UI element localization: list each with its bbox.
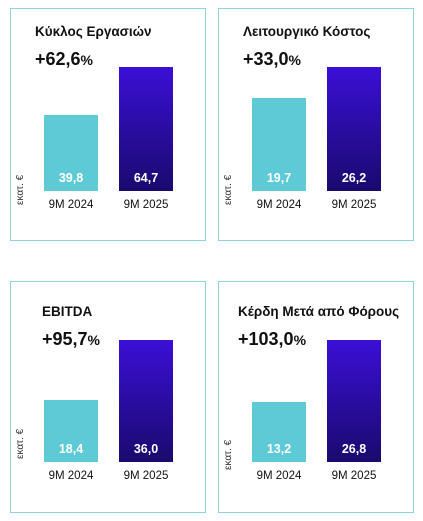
change-value: +103,0	[238, 329, 294, 349]
change-percentage: +62,6%	[35, 49, 93, 70]
bar-value-label: 39,8	[58, 171, 84, 185]
bar-value-label: 18,4	[58, 442, 84, 456]
bar-9m-2024: 39,8	[44, 115, 98, 191]
bar-value-label: 64,7	[133, 171, 159, 185]
bar-value-label: 19,7	[266, 171, 292, 185]
change-unit: %	[87, 332, 100, 348]
category-label: 9M 2025	[123, 470, 169, 482]
chart-panel-operating-cost: Λειτουργικό Κόστος +33,0% εκατ. € 19,7 9M…	[218, 8, 414, 241]
bar-9m-2025: 64,7	[119, 67, 173, 191]
bar-value-label: 36,0	[133, 442, 159, 456]
chart-panel-net-profit: Κέρδη Μετά από Φόρους +103,0% εκατ. € 13…	[218, 281, 414, 513]
category-label: 9M 2024	[48, 470, 94, 482]
category-label: 9M 2024	[48, 199, 94, 211]
bar-plot: 39,8 9M 2024 64,7 9M 2025	[44, 67, 194, 211]
bar-9m-2024: 19,7	[252, 98, 306, 191]
category-label: 9M 2025	[123, 199, 169, 211]
chart-title: Κύκλος Εργασιών	[35, 24, 152, 39]
chart-title: Κέρδη Μετά από Φόρους	[238, 304, 400, 319]
category-label: 9M 2024	[256, 470, 302, 482]
bar-plot: 19,7 9M 2024 26,2 9M 2025	[252, 67, 402, 211]
bar-9m-2025: 26,8	[327, 340, 381, 462]
y-axis-label: εκατ. €	[15, 428, 26, 459]
change-percentage: +95,7%	[42, 329, 100, 350]
bar-value-label: 13,2	[266, 442, 292, 456]
y-axis-label: εκατ. €	[15, 174, 26, 205]
bar-9m-2025: 26,2	[327, 67, 381, 191]
y-axis-label: εκατ. €	[223, 174, 234, 205]
chart-title: Λειτουργικό Κόστος	[243, 24, 371, 39]
bar-9m-2024: 18,4	[44, 400, 98, 462]
change-unit: %	[293, 332, 307, 348]
change-percentage: +103,0%	[238, 329, 306, 350]
bar-value-label: 26,2	[341, 171, 367, 185]
chart-title: EBITDA	[42, 304, 93, 319]
category-label: 9M 2025	[331, 199, 377, 211]
change-value: +33,0	[243, 49, 289, 69]
bar-plot: 13,2 9M 2024 26,8 9M 2025	[252, 340, 402, 482]
category-label: 9M 2025	[331, 470, 377, 482]
chart-panel-ebitda: EBITDA +95,7% εκατ. € 18,4 9M 2024 36,0 9M …	[10, 281, 206, 513]
bar-9m-2024: 13,2	[252, 402, 306, 462]
change-percentage: +33,0%	[243, 49, 301, 70]
bar-9m-2025: 36,0	[119, 340, 173, 462]
category-label: 9M 2024	[256, 199, 302, 211]
change-unit: %	[288, 52, 301, 68]
chart-panel-revenue: Κύκλος Εργασιών +62,6% εκατ. € 39,8 9M 20…	[10, 8, 206, 241]
change-value: +95,7	[42, 329, 88, 349]
bar-plot: 18,4 9M 2024 36,0 9M 2025	[44, 340, 194, 482]
y-axis-label: εκατ. €	[223, 439, 234, 470]
change-unit: %	[80, 52, 93, 68]
change-value: +62,6	[35, 49, 81, 69]
bar-value-label: 26,8	[341, 442, 367, 456]
